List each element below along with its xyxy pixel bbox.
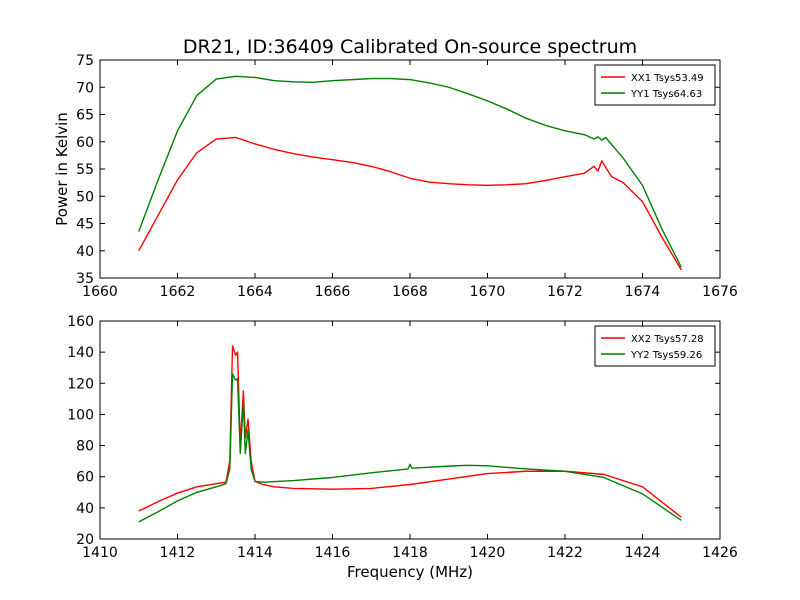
y-tick-label: 100 <box>67 407 94 423</box>
x-tick-label: 1426 <box>702 545 738 561</box>
x-tick-label: 1422 <box>547 545 583 561</box>
y-tick-label: 65 <box>76 108 94 124</box>
y-axis-label: Power in Kelvin <box>53 112 71 226</box>
y-tick-label: 80 <box>76 439 94 455</box>
x-tick-label: 1410 <box>82 545 118 561</box>
y-tick-label: 120 <box>67 376 94 392</box>
x-axis-label: Frequency (MHz) <box>347 563 473 581</box>
y-tick-label: 140 <box>67 345 94 361</box>
x-tick-label: 1670 <box>470 284 506 300</box>
x-tick-label: 1660 <box>82 284 118 300</box>
x-tick-label: 1424 <box>625 545 661 561</box>
series-line-2 <box>138 373 682 523</box>
x-tick-label: 1662 <box>160 284 196 300</box>
y-tick-label: 50 <box>76 189 94 205</box>
y-tick-label: 35 <box>76 271 94 287</box>
x-tick-label: 1416 <box>315 545 351 561</box>
x-tick-label: 1418 <box>392 545 428 561</box>
x-tick-label: 1676 <box>702 284 738 300</box>
y-tick-label: 20 <box>76 532 94 548</box>
x-tick-label: 1412 <box>160 545 196 561</box>
y-tick-label: 45 <box>76 217 94 233</box>
y-tick-label: 160 <box>67 314 94 330</box>
series-line-2 <box>138 75 682 268</box>
legend-label-1: XX1 Tsys53.49 <box>631 73 704 84</box>
y-tick-label: 60 <box>76 135 94 151</box>
y-tick-label: 40 <box>76 501 94 517</box>
x-tick-label: 1672 <box>547 284 583 300</box>
y-tick-label: 55 <box>76 162 94 178</box>
chart-title: DR21, ID:36409 Calibrated On-source spec… <box>183 36 637 58</box>
legend-label-2: YY2 Tsys59.26 <box>630 350 702 361</box>
upper-spectrum-plot: 1660 1662 1664 1666 1668 1670 1672 1674 1676 35 40… <box>53 53 738 300</box>
x-tick-label: 1668 <box>392 284 428 300</box>
legend-box <box>594 325 716 367</box>
series-line-1 <box>138 136 682 271</box>
legend-box <box>594 64 716 106</box>
y-tick-label: 60 <box>76 470 94 486</box>
lower-spectrum-plot: 1410 1412 1414 1416 1418 1420 1422 1424 1426 20 40… <box>67 314 738 581</box>
x-tick-label: 1674 <box>625 284 661 300</box>
x-tick-label: 1666 <box>315 284 351 300</box>
y-tick-label: 40 <box>76 244 94 260</box>
legend-label-2: YY1 Tsys64.63 <box>630 89 702 100</box>
x-tick-label: 1420 <box>470 545 506 561</box>
legend-label-1: XX2 Tsys57.28 <box>631 334 704 345</box>
y-tick-label: 70 <box>76 80 94 96</box>
x-tick-label: 1414 <box>237 545 273 561</box>
y-tick-label: 75 <box>76 53 94 69</box>
x-tick-label: 1664 <box>237 284 273 300</box>
